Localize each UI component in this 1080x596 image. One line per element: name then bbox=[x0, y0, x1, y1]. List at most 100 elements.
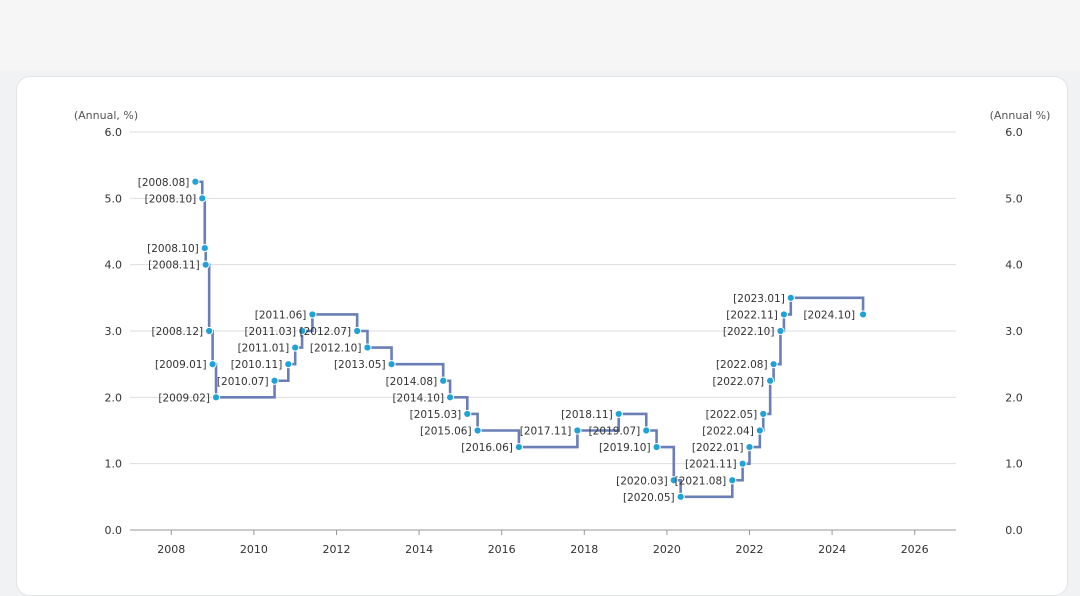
y-axis-left-ticks: 0.0 1.0 2.0 3.0 4.0 5.0 6.0 bbox=[105, 126, 123, 537]
data-point bbox=[514, 442, 524, 452]
y-axis-right-unit: (Annual %) bbox=[990, 109, 1051, 122]
data-point bbox=[308, 310, 317, 319]
data-label: [2015.03] bbox=[410, 409, 462, 421]
data-label: [2020.03] bbox=[616, 475, 668, 487]
data-point bbox=[766, 376, 775, 385]
data-label: [2022.10] bbox=[723, 326, 775, 338]
data-label: [2008.12] bbox=[152, 326, 204, 338]
data-point bbox=[363, 343, 372, 352]
data-point bbox=[728, 476, 737, 485]
data-label: [2008.10] bbox=[147, 243, 199, 255]
x-tick-label: 2018 bbox=[570, 543, 598, 556]
y-tick-label-right: 4.0 bbox=[1005, 259, 1023, 272]
data-point bbox=[200, 243, 209, 253]
data-label: [2021.11] bbox=[685, 459, 737, 471]
header-strip bbox=[0, 0, 1080, 70]
data-point bbox=[769, 360, 778, 369]
y-tick-label-left: 4.0 bbox=[105, 259, 123, 272]
data-point bbox=[573, 426, 582, 435]
data-label: [2014.10] bbox=[392, 392, 444, 404]
data-label: [2011.03] bbox=[244, 326, 296, 338]
y-tick-label-left: 2.0 bbox=[105, 391, 123, 404]
data-label: [2022.11] bbox=[726, 309, 778, 321]
series-step-line bbox=[195, 180, 865, 499]
data-label: [2016.06] bbox=[461, 442, 513, 454]
x-tick-label: 2026 bbox=[901, 543, 929, 556]
data-label: [2010.11] bbox=[231, 359, 283, 371]
y-tick-label-right: 1.0 bbox=[1005, 458, 1023, 471]
x-tick-label: 2012 bbox=[323, 543, 351, 556]
data-point bbox=[387, 360, 396, 369]
data-label: [2022.08] bbox=[716, 359, 768, 371]
data-label: [2019.07] bbox=[589, 426, 641, 438]
chart-card bbox=[16, 76, 1068, 596]
data-point bbox=[201, 260, 210, 269]
data-point bbox=[208, 360, 217, 369]
data-label: [2008.10] bbox=[145, 193, 197, 205]
data-point bbox=[463, 409, 472, 419]
data-point bbox=[198, 194, 207, 203]
y-axis-right-ticks: 0.0 1.0 2.0 3.0 4.0 5.0 6.0 bbox=[1005, 126, 1023, 537]
data-label: [2022.05] bbox=[706, 409, 758, 421]
data-point bbox=[652, 442, 661, 452]
x-tick-label: 2022 bbox=[736, 543, 764, 556]
data-label: [2021.08] bbox=[675, 475, 727, 487]
y-tick-label-right: 5.0 bbox=[1005, 192, 1023, 205]
data-point bbox=[445, 393, 455, 402]
data-point bbox=[759, 409, 768, 419]
data-label: [2008.11] bbox=[148, 260, 200, 272]
y-tick-label-right: 0.0 bbox=[1005, 524, 1023, 537]
data-label: [2015.06] bbox=[420, 426, 472, 438]
data-point bbox=[211, 393, 221, 402]
data-point bbox=[776, 326, 785, 336]
data-labels: [2008.08] [2008.10] [2008.10] [2008.11] [200… bbox=[138, 177, 855, 504]
y-tick-label-left: 0.0 bbox=[105, 524, 123, 537]
data-label: [2017.11] bbox=[520, 426, 572, 438]
data-point bbox=[270, 376, 279, 385]
data-point bbox=[473, 426, 482, 435]
data-point bbox=[755, 426, 764, 435]
data-points bbox=[191, 177, 868, 501]
data-label: [2008.08] bbox=[138, 177, 190, 189]
y-tick-label-right: 3.0 bbox=[1005, 325, 1023, 338]
data-label: [2009.01] bbox=[155, 359, 207, 371]
x-tick-label: 2014 bbox=[405, 543, 433, 556]
data-point bbox=[786, 293, 795, 302]
data-point bbox=[738, 459, 747, 468]
data-label: [2019.10] bbox=[599, 442, 651, 454]
data-point bbox=[642, 426, 651, 435]
data-label: [2013.05] bbox=[334, 359, 386, 371]
x-axis-ticks: 2008 2010 2012 2014 2016 2018 2020 2022 2024 2026 bbox=[157, 530, 929, 556]
data-label: [2018.11] bbox=[561, 409, 613, 421]
y-tick-label-left: 5.0 bbox=[105, 192, 123, 205]
rate-step-chart: 2008 2010 2012 2014 2016 2018 2020 2022 2024 2026… bbox=[74, 109, 1051, 556]
data-label: [2011.01] bbox=[238, 343, 290, 355]
y-tick-label-left: 3.0 bbox=[105, 325, 123, 338]
x-tick-label: 2010 bbox=[240, 543, 268, 556]
x-tick-label: 2008 bbox=[157, 543, 185, 556]
data-point bbox=[614, 409, 623, 419]
data-label: [2009.02] bbox=[158, 392, 210, 404]
data-point bbox=[669, 476, 678, 485]
x-tick-label: 2016 bbox=[488, 543, 516, 556]
y-tick-label-left: 1.0 bbox=[105, 458, 123, 471]
data-point bbox=[205, 326, 214, 336]
data-point bbox=[858, 310, 868, 319]
data-label: [2024.10] bbox=[803, 309, 855, 321]
grid-lines bbox=[130, 131, 956, 531]
data-label: [2022.04] bbox=[702, 426, 754, 438]
data-label: [2020.05] bbox=[623, 492, 675, 504]
y-tick-label-right: 6.0 bbox=[1005, 126, 1023, 139]
y-axis-left-unit: (Annual, %) bbox=[74, 109, 138, 122]
data-point bbox=[745, 442, 754, 452]
data-label: [2022.07] bbox=[713, 376, 765, 388]
y-tick-label-right: 2.0 bbox=[1005, 391, 1023, 404]
x-tick-label: 2024 bbox=[818, 543, 846, 556]
data-point bbox=[297, 326, 307, 336]
data-point bbox=[779, 310, 789, 319]
data-point bbox=[191, 177, 200, 186]
data-point bbox=[291, 343, 300, 352]
data-point bbox=[353, 326, 362, 336]
data-label: [2012.10] bbox=[310, 343, 362, 355]
data-label: [2012.07] bbox=[300, 326, 352, 338]
